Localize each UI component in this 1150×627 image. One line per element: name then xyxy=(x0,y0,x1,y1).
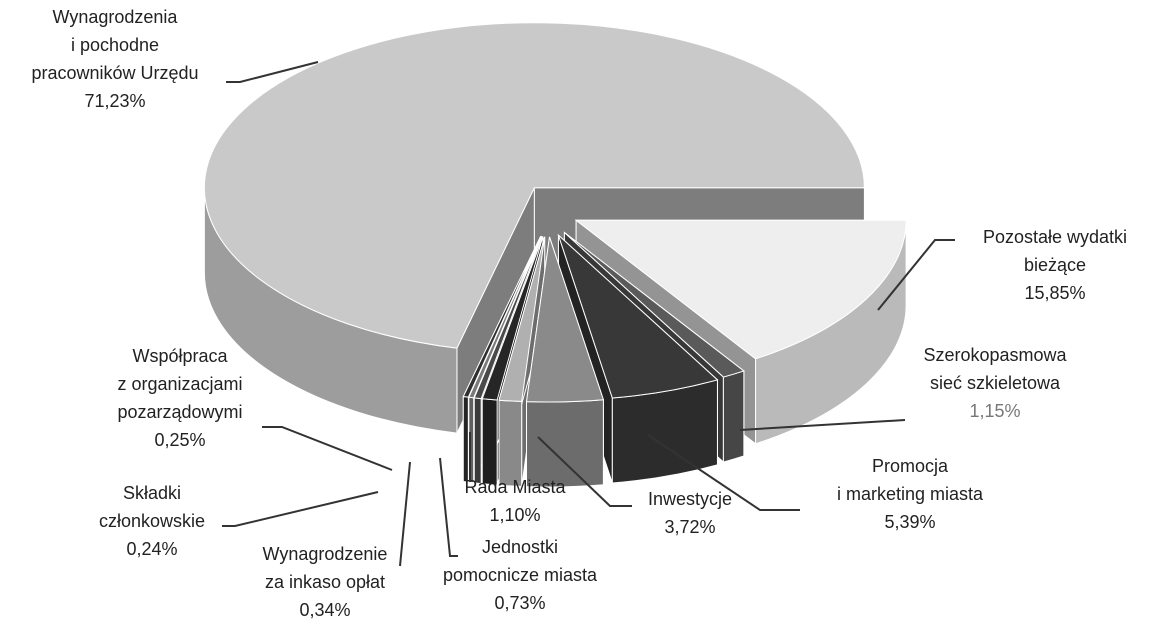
slice-label: członkowskie xyxy=(99,511,205,531)
slice-label: sieć szkieletowa xyxy=(930,373,1061,393)
value-label: 1,15% xyxy=(969,401,1020,421)
slice-label: pozarządowymi xyxy=(117,402,242,422)
leader-line xyxy=(739,419,906,431)
slice-label: Promocja xyxy=(872,456,949,476)
slice-wall xyxy=(462,395,469,483)
leader-line xyxy=(537,436,632,507)
slice-label: Inwestycje xyxy=(648,489,732,509)
leader-line xyxy=(439,457,458,557)
leader-line xyxy=(262,426,393,471)
slice-label: za inkaso opłat xyxy=(265,572,385,592)
value-label: 3,72% xyxy=(664,517,715,537)
slice xyxy=(473,236,543,400)
value-label: 0,25% xyxy=(154,430,205,450)
slice-label: Rada Miasta xyxy=(464,477,566,497)
slice xyxy=(525,236,605,403)
value-label: 71,23% xyxy=(84,91,145,111)
leader-line xyxy=(647,434,800,511)
slice-wall xyxy=(498,399,523,487)
slice-label: Wynagrodzenie xyxy=(263,544,388,564)
slice-label: Pozostałe wydatki xyxy=(983,227,1127,247)
slice xyxy=(574,219,907,360)
value-label: 5,39% xyxy=(884,512,935,532)
slice-label: z organizacjami xyxy=(117,374,242,394)
slice-label: i marketing miasta xyxy=(837,484,984,504)
slice-label: Jednostki xyxy=(482,537,558,557)
value-label: 15,85% xyxy=(1024,283,1085,303)
slice-label: Składki xyxy=(123,483,181,503)
labels: Pozostałe wydatki bieżące 15,85% Szerokopas… xyxy=(31,7,1127,620)
slice-label: Wynagrodzenia xyxy=(53,7,179,27)
slice-wall xyxy=(722,370,745,463)
slice-wall xyxy=(473,397,482,485)
slice-label: pracowników Urzędu xyxy=(31,63,198,83)
leader-line xyxy=(226,61,319,83)
leader-line xyxy=(222,491,379,527)
slice-label: pomocnicze miasta xyxy=(443,565,598,585)
slice xyxy=(203,22,865,349)
slice xyxy=(468,236,542,399)
value-label: 0,24% xyxy=(126,539,177,559)
slice-label: Szerokopasmowa xyxy=(923,345,1067,365)
leader-line xyxy=(877,239,955,311)
value-label: 0,34% xyxy=(299,600,350,620)
value-label: 1,10% xyxy=(489,505,540,525)
slice xyxy=(564,232,745,378)
slice-label: Współpraca xyxy=(132,346,228,366)
slice-wall xyxy=(481,398,498,486)
slice-label: i pochodne xyxy=(71,35,159,55)
pie xyxy=(203,22,907,488)
slice xyxy=(498,236,546,402)
leader-line xyxy=(399,461,411,567)
slice xyxy=(481,236,544,401)
slice xyxy=(557,233,719,399)
slice-wall xyxy=(526,399,604,488)
value-label: 0,73% xyxy=(494,593,545,613)
slice-label: bieżące xyxy=(1024,255,1086,275)
